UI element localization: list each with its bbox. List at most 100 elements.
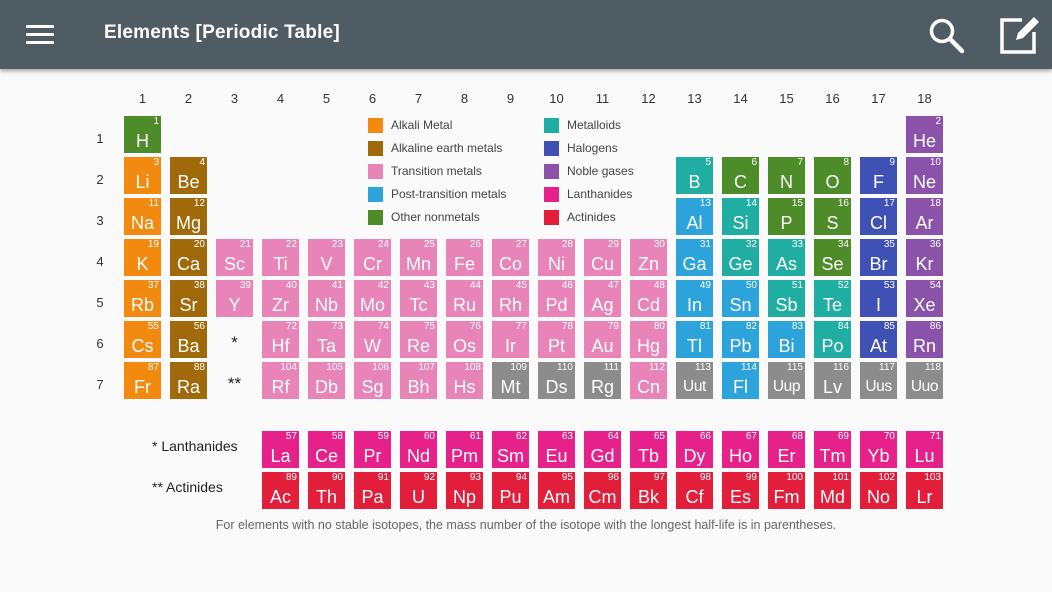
element-bk[interactable]: 97 Bk: [630, 472, 667, 509]
element-re[interactable]: 75 Re: [400, 321, 437, 358]
element-cd[interactable]: 48 Cd: [630, 280, 667, 317]
element-uup[interactable]: 115 Uup: [768, 362, 805, 399]
element-ac[interactable]: 89 Ac: [262, 472, 299, 509]
element-ce[interactable]: 58 Ce: [308, 431, 345, 468]
element-fl[interactable]: 114 Fl: [722, 362, 759, 399]
element-ti[interactable]: 22 Ti: [262, 239, 299, 276]
element-ne[interactable]: 10 Ne: [906, 157, 943, 194]
lanthanide-placeholder[interactable]: *: [231, 333, 238, 352]
element-mg[interactable]: 12 Mg: [170, 198, 207, 235]
element-s[interactable]: 16 S: [814, 198, 851, 235]
element-at[interactable]: 85 At: [860, 321, 897, 358]
element-si[interactable]: 14 Si: [722, 198, 759, 235]
element-cn[interactable]: 112 Cn: [630, 362, 667, 399]
element-ba[interactable]: 56 Ba: [170, 321, 207, 358]
element-ga[interactable]: 31 Ga: [676, 239, 713, 276]
element-rb[interactable]: 37 Rb: [124, 280, 161, 317]
element-se[interactable]: 34 Se: [814, 239, 851, 276]
element-mn[interactable]: 25 Mn: [400, 239, 437, 276]
element-as[interactable]: 33 As: [768, 239, 805, 276]
element-ni[interactable]: 28 Ni: [538, 239, 575, 276]
element-pu[interactable]: 94 Pu: [492, 472, 529, 509]
element-mo[interactable]: 42 Mo: [354, 280, 391, 317]
element-sr[interactable]: 38 Sr: [170, 280, 207, 317]
element-u[interactable]: 92 U: [400, 472, 437, 509]
element-po[interactable]: 84 Po: [814, 321, 851, 358]
element-sm[interactable]: 62 Sm: [492, 431, 529, 468]
element-yb[interactable]: 70 Yb: [860, 431, 897, 468]
element-no[interactable]: 102 No: [860, 472, 897, 509]
search-button[interactable]: [926, 15, 968, 55]
element-np[interactable]: 93 Np: [446, 472, 483, 509]
element-zr[interactable]: 40 Zr: [262, 280, 299, 317]
element-hf[interactable]: 72 Hf: [262, 321, 299, 358]
element-cl[interactable]: 17 Cl: [860, 198, 897, 235]
element-lv[interactable]: 116 Lv: [814, 362, 851, 399]
element-pt[interactable]: 78 Pt: [538, 321, 575, 358]
element-na[interactable]: 11 Na: [124, 198, 161, 235]
element-es[interactable]: 99 Es: [722, 472, 759, 509]
element-pb[interactable]: 82 Pb: [722, 321, 759, 358]
element-rg[interactable]: 111 Rg: [584, 362, 621, 399]
element-k[interactable]: 19 K: [124, 239, 161, 276]
element-te[interactable]: 52 Te: [814, 280, 851, 317]
element-th[interactable]: 90 Th: [308, 472, 345, 509]
element-ge[interactable]: 32 Ge: [722, 239, 759, 276]
element-rh[interactable]: 45 Rh: [492, 280, 529, 317]
element-tb[interactable]: 65 Tb: [630, 431, 667, 468]
element-eu[interactable]: 63 Eu: [538, 431, 575, 468]
element-kr[interactable]: 36 Kr: [906, 239, 943, 276]
element-br[interactable]: 35 Br: [860, 239, 897, 276]
element-fr[interactable]: 87 Fr: [124, 362, 161, 399]
element-ra[interactable]: 88 Ra: [170, 362, 207, 399]
element-os[interactable]: 76 Os: [446, 321, 483, 358]
element-y[interactable]: 39 Y: [216, 280, 253, 317]
element-cu[interactable]: 29 Cu: [584, 239, 621, 276]
element-al[interactable]: 13 Al: [676, 198, 713, 235]
element-li[interactable]: 3 Li: [124, 157, 161, 194]
element-cr[interactable]: 24 Cr: [354, 239, 391, 276]
element-md[interactable]: 101 Md: [814, 472, 851, 509]
element-pd[interactable]: 46 Pd: [538, 280, 575, 317]
element-dy[interactable]: 66 Dy: [676, 431, 713, 468]
element-xe[interactable]: 54 Xe: [906, 280, 943, 317]
element-tl[interactable]: 81 Tl: [676, 321, 713, 358]
element-er[interactable]: 68 Er: [768, 431, 805, 468]
element-la[interactable]: 57 La: [262, 431, 299, 468]
element-ar[interactable]: 18 Ar: [906, 198, 943, 235]
element-sb[interactable]: 51 Sb: [768, 280, 805, 317]
element-co[interactable]: 27 Co: [492, 239, 529, 276]
element-zn[interactable]: 30 Zn: [630, 239, 667, 276]
element-ir[interactable]: 77 Ir: [492, 321, 529, 358]
element-rn[interactable]: 86 Rn: [906, 321, 943, 358]
element-au[interactable]: 79 Au: [584, 321, 621, 358]
element-i[interactable]: 53 I: [860, 280, 897, 317]
element-db[interactable]: 105 Db: [308, 362, 345, 399]
element-bi[interactable]: 83 Bi: [768, 321, 805, 358]
element-cm[interactable]: 96 Cm: [584, 472, 621, 509]
element-am[interactable]: 95 Am: [538, 472, 575, 509]
element-uut[interactable]: 113 Uut: [676, 362, 713, 399]
element-p[interactable]: 15 P: [768, 198, 805, 235]
element-be[interactable]: 4 Be: [170, 157, 207, 194]
element-uuo[interactable]: 118 Uuo: [906, 362, 943, 399]
element-v[interactable]: 23 V: [308, 239, 345, 276]
element-ho[interactable]: 67 Ho: [722, 431, 759, 468]
element-nd[interactable]: 60 Nd: [400, 431, 437, 468]
element-bh[interactable]: 107 Bh: [400, 362, 437, 399]
element-pa[interactable]: 91 Pa: [354, 472, 391, 509]
element-sg[interactable]: 106 Sg: [354, 362, 391, 399]
element-ds[interactable]: 110 Ds: [538, 362, 575, 399]
element-nb[interactable]: 41 Nb: [308, 280, 345, 317]
element-gd[interactable]: 64 Gd: [584, 431, 621, 468]
element-tc[interactable]: 43 Tc: [400, 280, 437, 317]
element-hg[interactable]: 80 Hg: [630, 321, 667, 358]
element-pr[interactable]: 59 Pr: [354, 431, 391, 468]
element-fe[interactable]: 26 Fe: [446, 239, 483, 276]
